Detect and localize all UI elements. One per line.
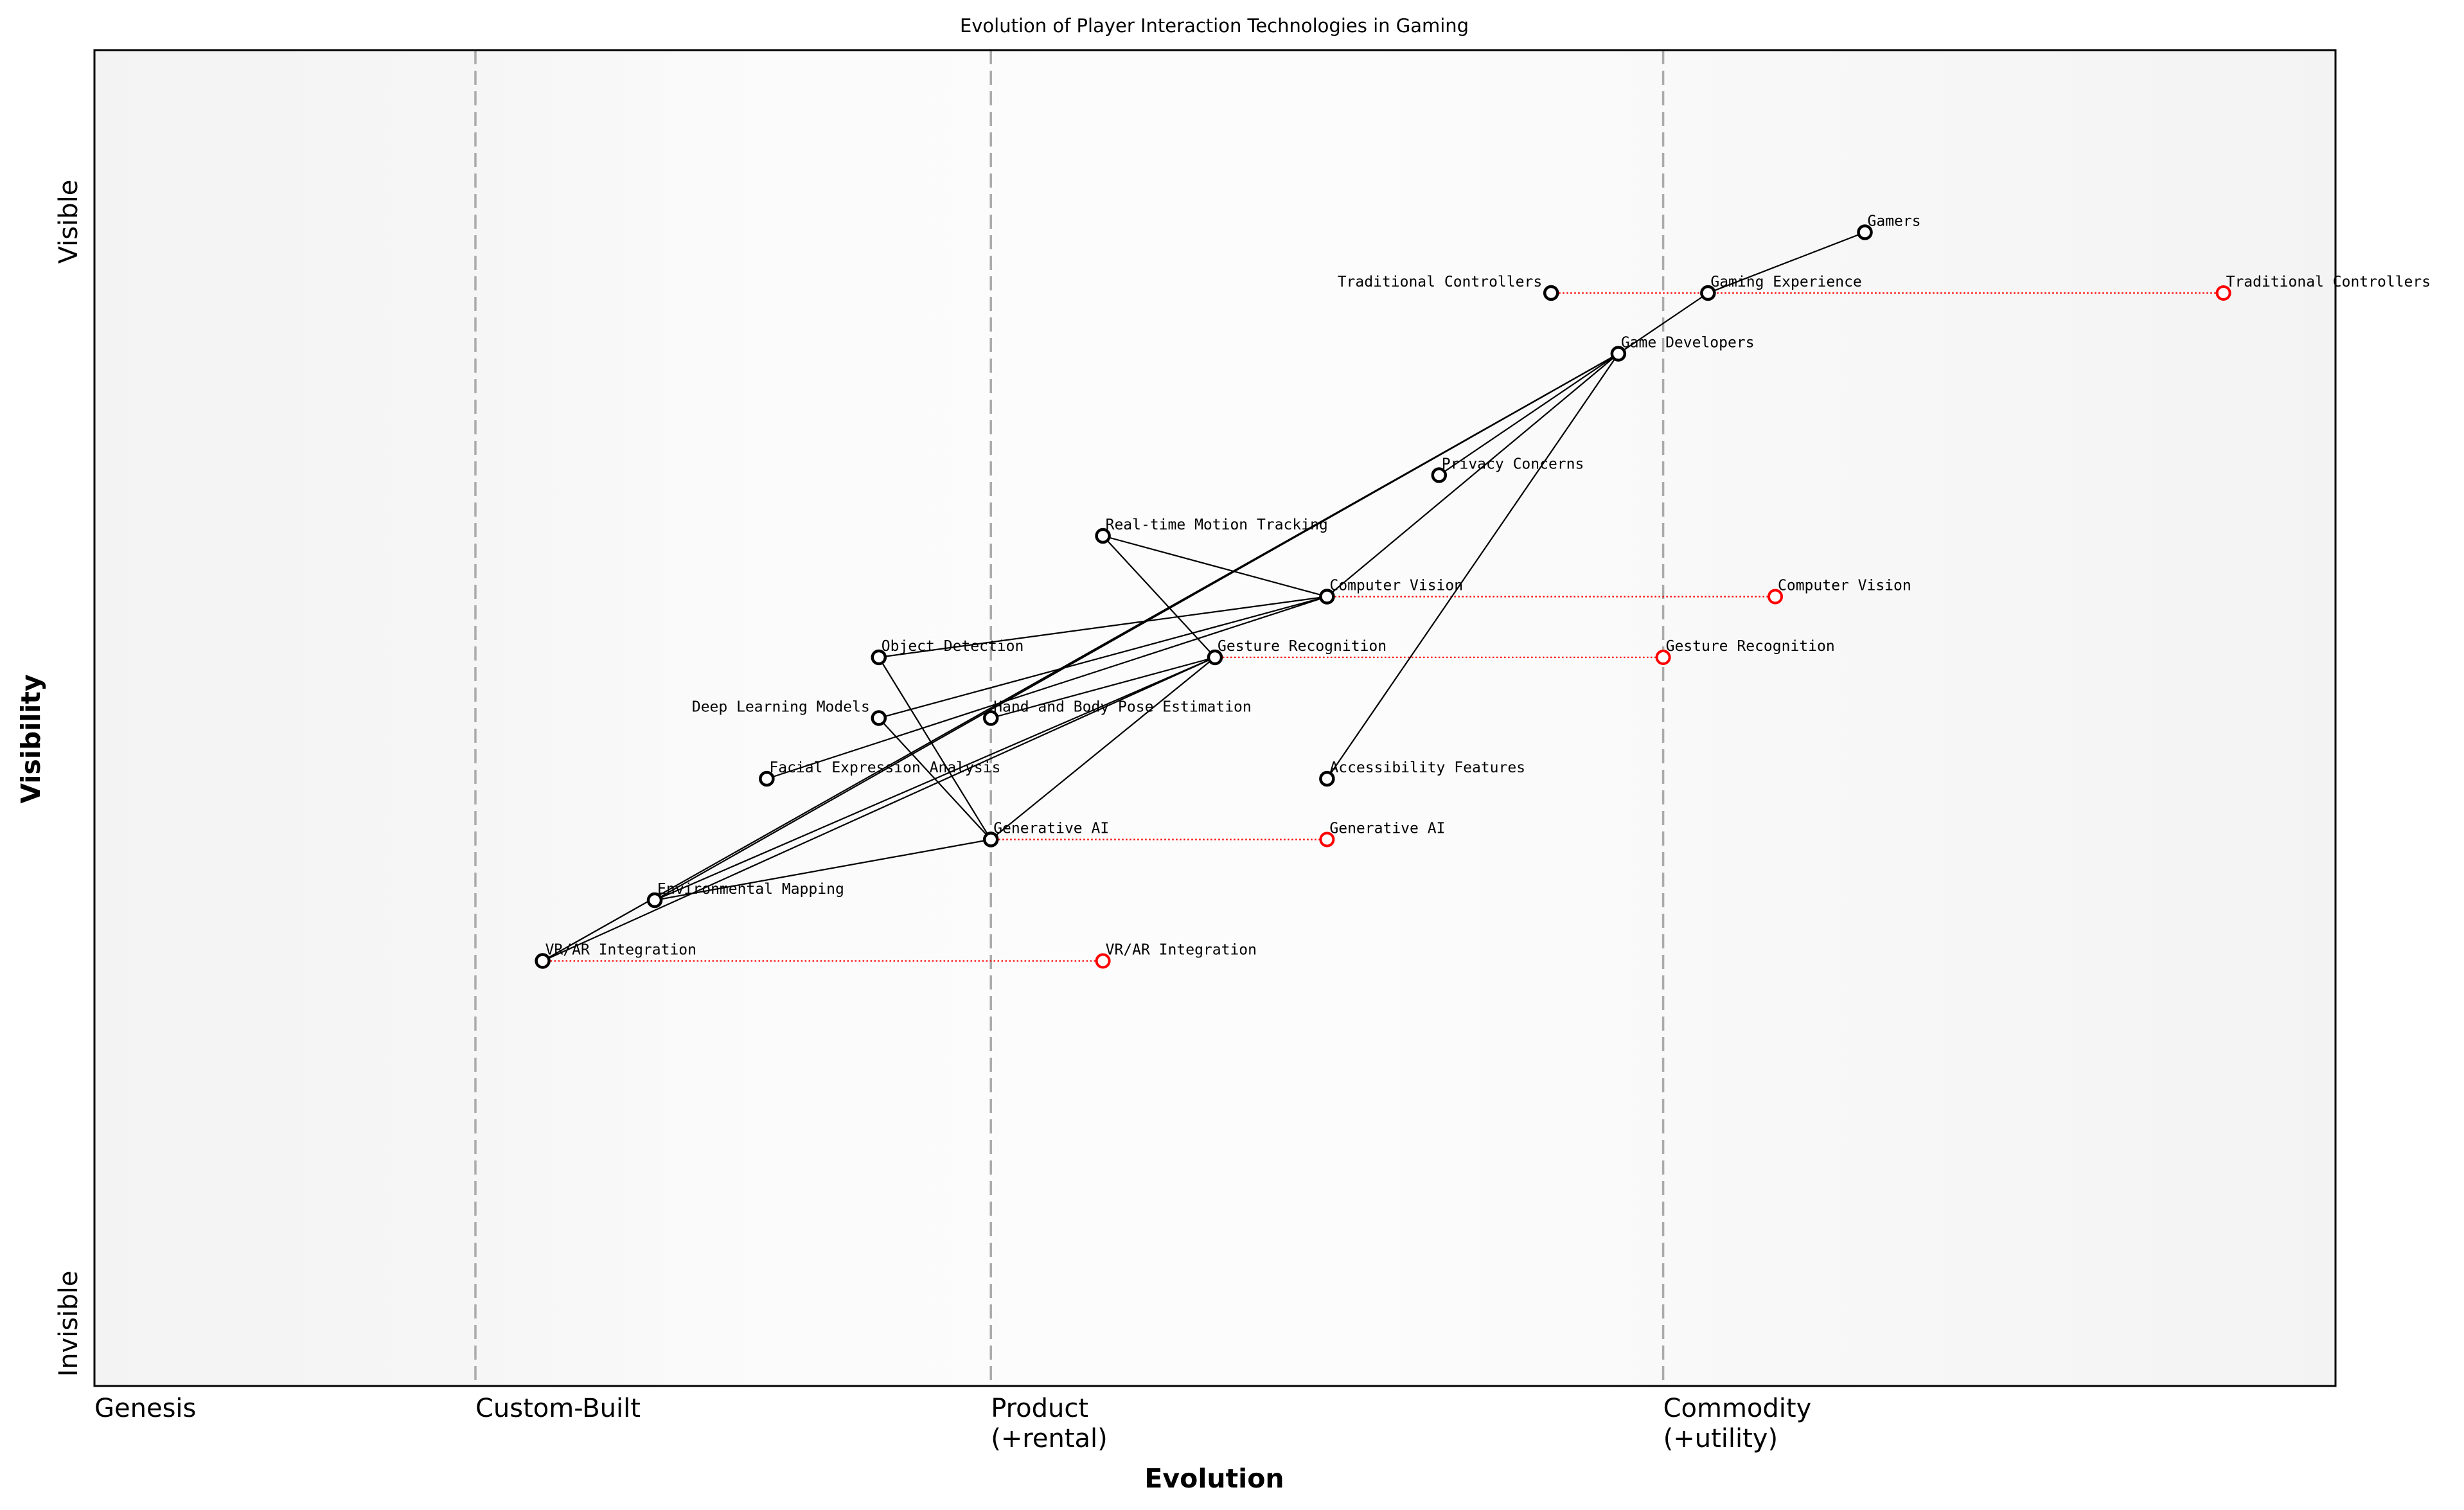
node-label: Generative AI [993, 821, 1109, 837]
node-label: Traditional Controllers [1338, 274, 1543, 290]
y-axis-bottom-label: Invisible [54, 1271, 84, 1377]
link-gaming-experience-to-game-developers [1618, 292, 1708, 355]
link-real-time-motion-tracking-to-gesture-recognition [1102, 535, 1216, 658]
evolved-node-label: VR/AR Integration [1106, 942, 1257, 959]
node-facial-expression-analysis [759, 770, 775, 787]
evolved-node-label: Computer Vision [1778, 578, 1911, 594]
node-label: Object Detection [882, 638, 1024, 655]
plot-area [94, 50, 2335, 1386]
node-gesture-recognition [1207, 649, 1223, 666]
node-label: Gamers [1868, 213, 1921, 230]
stage-label-genesis: Genesis [94, 1394, 196, 1423]
link-generative-ai-to-deep-learning-models [878, 717, 992, 840]
plot-frame [93, 49, 2337, 1387]
node-privacy-concerns [1431, 467, 1448, 483]
y-axis-top-label: Visible [54, 180, 84, 264]
node-deep-learning-models [871, 710, 887, 726]
link-gesture-recognition-to-hand-and-body-pose-estimation [990, 656, 1216, 719]
link-generative-ai-to-environmental-mapping [654, 839, 991, 902]
evolved-node-gesture-recognition [1655, 650, 1671, 665]
evolved-node-label: Gesture Recognition [1666, 638, 1835, 655]
link-real-time-motion-tracking-to-computer-vision [1103, 535, 1327, 598]
evolved-node-label: Generative AI [1329, 821, 1445, 837]
link-computer-vision-to-facial-expression-analysis [767, 596, 1327, 780]
evolved-node-traditional-controllers [2215, 285, 2231, 301]
evolved-node-vr-ar-integration [1095, 953, 1111, 969]
stage-label-custom-built: Custom-Built [475, 1394, 641, 1423]
node-gamers [1857, 224, 1873, 240]
node-label: Game Developers [1621, 335, 1755, 351]
node-generative-ai [982, 831, 999, 848]
stage-label-product: Product (+rental) [991, 1394, 1108, 1453]
link-gamers-to-gaming-experience [1707, 231, 1865, 294]
node-gaming-experience [1700, 285, 1716, 301]
node-label: Gesture Recognition [1218, 638, 1387, 655]
node-label: Gaming Experience [1710, 274, 1861, 290]
node-real-time-motion-tracking [1095, 528, 1111, 544]
link-game-developers-to-computer-vision [1326, 353, 1619, 598]
node-object-detection [871, 649, 887, 666]
link-gesture-recognition-to-vr-ar-integration [542, 656, 1216, 962]
node-vr-ar-integration [535, 953, 551, 969]
node-label: Accessibility Features [1329, 759, 1525, 776]
y-axis-title: Visibility [15, 674, 46, 803]
node-game-developers [1610, 346, 1627, 362]
node-computer-vision [1319, 589, 1335, 605]
link-gesture-recognition-to-generative-ai [990, 657, 1216, 840]
link-computer-vision-to-object-detection [878, 596, 1327, 659]
link-computer-vision-to-deep-learning-models [878, 596, 1327, 719]
node-environmental-mapping [646, 892, 663, 909]
stage-label-commodity: Commodity (+utility) [1663, 1394, 1812, 1453]
evolved-node-label: Traditional Controllers [2226, 274, 2431, 290]
link-generative-ai-to-object-detection [878, 657, 992, 840]
link-game-developers-to-environmental-mapping [654, 353, 1619, 901]
link-game-developers-to-accessibility-features [1326, 353, 1619, 779]
node-label: Privacy Concerns [1442, 456, 1584, 473]
node-traditional-controllers [1543, 285, 1559, 301]
node-label: Facial Expression Analysis [769, 759, 1000, 776]
node-label: Hand and Body Pose Estimation [993, 699, 1252, 716]
link-game-developers-to-privacy-concerns [1439, 353, 1619, 476]
node-label: Computer Vision [1329, 578, 1463, 594]
node-label: Real-time Motion Tracking [1106, 517, 1328, 533]
x-axis-title: Evolution [1144, 1463, 1284, 1494]
node-label: VR/AR Integration [545, 942, 696, 959]
node-label: Deep Learning Models [692, 699, 870, 716]
node-label: Environmental Mapping [657, 881, 844, 898]
evolved-node-generative-ai [1319, 831, 1335, 848]
node-hand-and-body-pose-estimation [982, 710, 999, 726]
node-accessibility-features [1319, 770, 1335, 787]
evolved-node-computer-vision [1768, 589, 1783, 605]
chart-title: Evolution of Player Interaction Technolo… [960, 15, 1469, 37]
